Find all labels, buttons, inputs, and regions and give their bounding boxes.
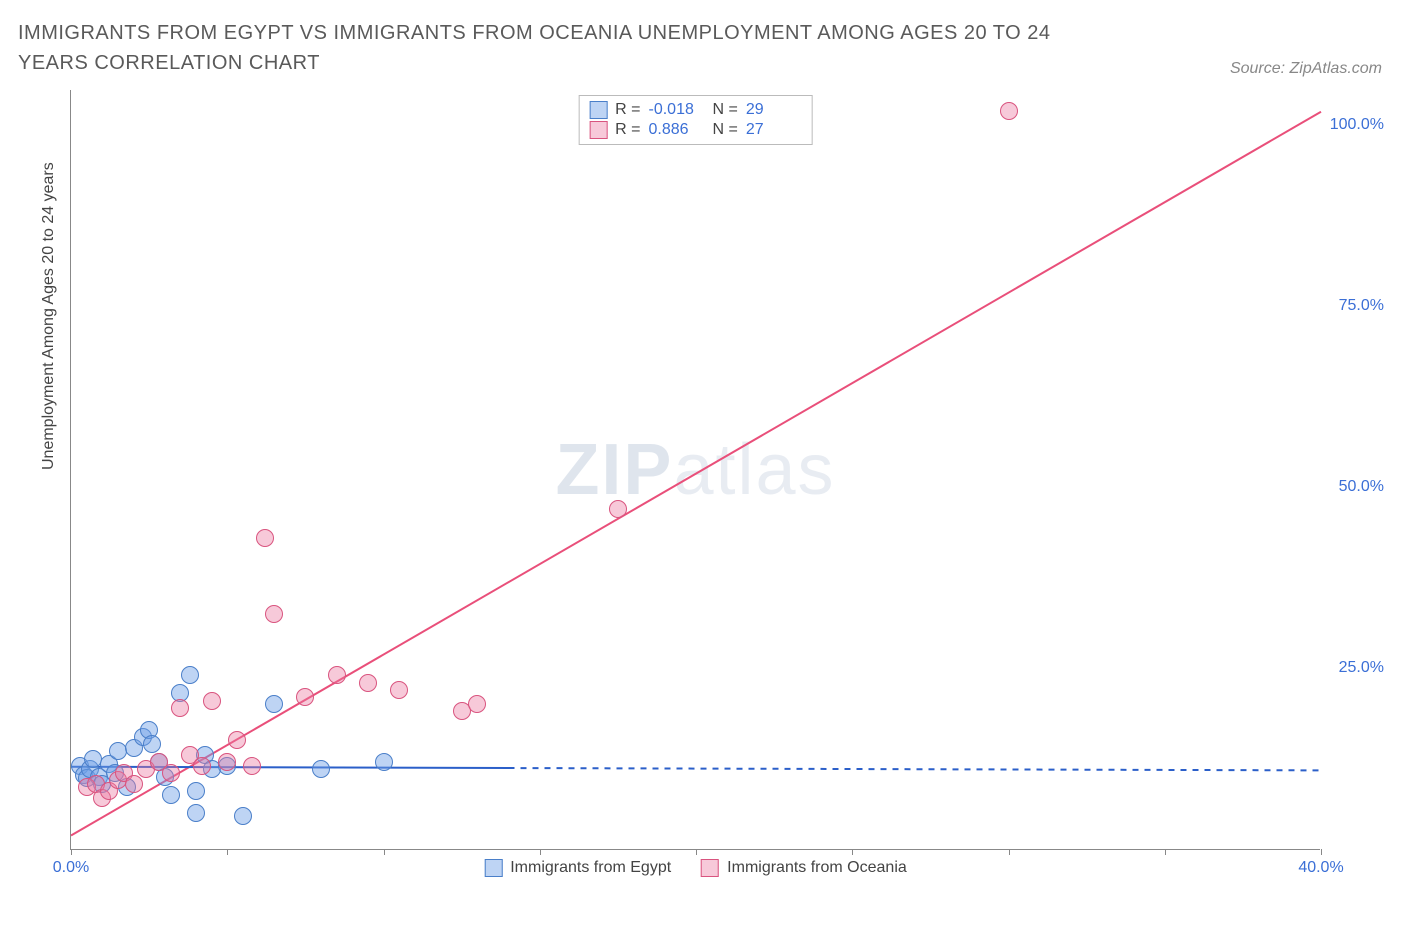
data-point <box>162 764 180 782</box>
legend-swatch-oceania <box>701 859 719 877</box>
trend-line <box>71 112 1321 836</box>
data-point <box>328 666 346 684</box>
data-point <box>181 666 199 684</box>
data-point <box>256 529 274 547</box>
data-point <box>265 605 283 623</box>
data-point <box>243 757 261 775</box>
r-label-egypt: R = <box>615 101 640 119</box>
data-point <box>375 753 393 771</box>
x-tick-label: 0.0% <box>53 859 89 877</box>
series-legend: Immigrants from Egypt Immigrants from Oc… <box>484 859 907 877</box>
data-point <box>125 775 143 793</box>
y-tick-label: 100.0% <box>1330 116 1384 134</box>
data-point <box>468 695 486 713</box>
data-point <box>296 688 314 706</box>
data-point <box>187 782 205 800</box>
legend-label-egypt: Immigrants from Egypt <box>510 859 671 877</box>
source-value: ZipAtlas.com <box>1290 60 1382 77</box>
legend-label-oceania: Immigrants from Oceania <box>727 859 907 877</box>
x-tick <box>384 849 385 855</box>
data-point <box>203 692 221 710</box>
data-point <box>171 699 189 717</box>
r-value-oceania: 0.886 <box>649 121 705 139</box>
n-value-egypt: 29 <box>746 101 802 119</box>
data-point <box>187 804 205 822</box>
x-tick <box>696 849 697 855</box>
chart-title: IMMIGRANTS FROM EGYPT VS IMMIGRANTS FROM… <box>18 18 1118 78</box>
data-point <box>265 695 283 713</box>
data-point <box>312 760 330 778</box>
data-point <box>359 674 377 692</box>
y-tick-label: 50.0% <box>1339 478 1384 496</box>
watermark: ZIPatlas <box>555 429 835 511</box>
source-label: Source: <box>1230 60 1285 77</box>
stats-legend: R = -0.018 N = 29 R = 0.886 N = 27 <box>578 95 813 145</box>
watermark-bold: ZIP <box>555 430 673 510</box>
trend-line <box>509 768 1322 770</box>
data-point <box>228 731 246 749</box>
stats-row-oceania: R = 0.886 N = 27 <box>589 120 802 140</box>
source-attribution: Source: ZipAtlas.com <box>1230 60 1382 78</box>
data-point <box>162 786 180 804</box>
swatch-oceania <box>589 121 607 139</box>
x-tick <box>71 849 72 855</box>
x-tick <box>540 849 541 855</box>
data-point <box>143 735 161 753</box>
x-tick <box>227 849 228 855</box>
data-point <box>193 757 211 775</box>
data-point <box>1000 102 1018 120</box>
data-point <box>609 500 627 518</box>
stats-row-egypt: R = -0.018 N = 29 <box>589 100 802 120</box>
r-value-egypt: -0.018 <box>649 101 705 119</box>
trend-lines-layer <box>71 90 1320 849</box>
legend-item-oceania: Immigrants from Oceania <box>701 859 907 877</box>
swatch-egypt <box>589 101 607 119</box>
data-point <box>390 681 408 699</box>
legend-item-egypt: Immigrants from Egypt <box>484 859 671 877</box>
plot-area: ZIPatlas R = -0.018 N = 29 R = 0.886 N =… <box>70 90 1320 850</box>
y-axis-label: Unemployment Among Ages 20 to 24 years <box>40 162 58 470</box>
data-point <box>234 807 252 825</box>
watermark-light: atlas <box>673 430 835 510</box>
data-point <box>218 753 236 771</box>
legend-swatch-egypt <box>484 859 502 877</box>
x-tick <box>1321 849 1322 855</box>
r-label-oceania: R = <box>615 121 640 139</box>
n-label-egypt: N = <box>713 101 738 119</box>
y-tick-label: 25.0% <box>1339 659 1384 677</box>
y-tick-label: 75.0% <box>1339 297 1384 315</box>
x-tick-label: 40.0% <box>1298 859 1343 877</box>
n-label-oceania: N = <box>713 121 738 139</box>
x-tick <box>1165 849 1166 855</box>
n-value-oceania: 27 <box>746 121 802 139</box>
x-tick <box>1009 849 1010 855</box>
x-tick <box>852 849 853 855</box>
